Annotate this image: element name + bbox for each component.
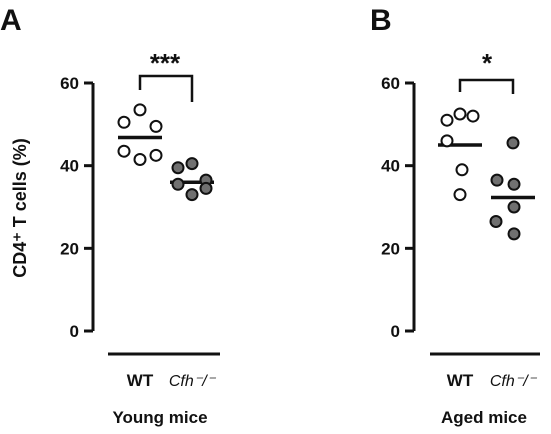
panel-a-data-point — [149, 119, 163, 133]
panel-a: A CD4⁺ T cells (%) 0 20 40 60 WT Cfh⁻/⁻ You… — [0, 4, 220, 427]
panel-b: B 0 20 40 60 WT Cfh⁻/⁻ Aged mice * — [370, 4, 540, 427]
panel-b-data-point — [453, 188, 467, 202]
panel-b-data-point — [507, 177, 521, 191]
panel-a-data-point — [117, 144, 131, 158]
panel-a-data-point — [199, 181, 213, 195]
panel-a-significance-bracket — [138, 74, 194, 102]
panel-a-y-tick-label: 20 — [60, 239, 79, 258]
y-axis-title: CD4⁺ T cells (%) — [10, 138, 30, 278]
panel-a-marks — [117, 74, 214, 202]
panel-a-category-cfh: Cfh⁻/⁻ — [169, 373, 217, 390]
panel-a-data-point — [171, 161, 185, 175]
panel-a-data-point — [149, 148, 163, 162]
panel-b-categories: WT Cfh⁻/⁻ — [447, 371, 538, 390]
panel-a-data-point — [171, 177, 185, 191]
panel-a-x-title: Young mice — [112, 408, 207, 427]
panel-b-x-title: Aged mice — [441, 408, 527, 427]
panel-a-letter: A — [0, 4, 22, 37]
panel-b-significance-bracket — [458, 78, 515, 94]
panel-b-y-tick-label: 40 — [381, 157, 400, 176]
panel-b-y-ticks: 0 20 40 60 — [381, 74, 540, 356]
panel-a-categories: WT Cfh⁻/⁻ — [127, 371, 217, 390]
panel-b-data-point — [440, 134, 454, 148]
panel-a-significance: *** — [150, 48, 181, 78]
panel-a-data-point — [185, 157, 199, 171]
panel-b-data-point — [453, 107, 467, 121]
panel-b-data-point — [506, 136, 520, 150]
panel-a-data-point — [185, 188, 199, 202]
panel-a-y-ticks: 0 20 40 60 — [60, 74, 220, 356]
panel-a-data-point — [133, 152, 147, 166]
panel-a-data-point — [133, 103, 147, 117]
panel-b-category-wt: WT — [447, 371, 474, 390]
panel-b-data-point — [455, 163, 469, 177]
panel-b-data-point — [507, 227, 521, 241]
panel-b-y-tick-label: 20 — [381, 239, 400, 258]
panel-b-data-point — [490, 173, 504, 187]
panel-b-y-tick-label: 60 — [381, 74, 400, 93]
panel-b-data-point — [507, 200, 521, 214]
panel-b-data-point — [440, 113, 454, 127]
panel-a-y-tick-label: 40 — [60, 157, 79, 176]
panel-b-significance: * — [482, 48, 493, 78]
panel-b-y-tick-label: 0 — [391, 322, 400, 341]
panel-b-marks — [438, 78, 535, 241]
panel-b-data-point — [489, 214, 503, 228]
panel-b-data-point — [466, 109, 480, 123]
panel-a-y-tick-label: 0 — [70, 322, 79, 341]
panel-a-category-wt: WT — [127, 371, 154, 390]
panel-a-y-tick-label: 60 — [60, 74, 79, 93]
panel-a-data-point — [117, 115, 131, 129]
panel-b-category-cfh: Cfh⁻/⁻ — [490, 373, 538, 390]
panel-b-letter: B — [370, 4, 392, 37]
